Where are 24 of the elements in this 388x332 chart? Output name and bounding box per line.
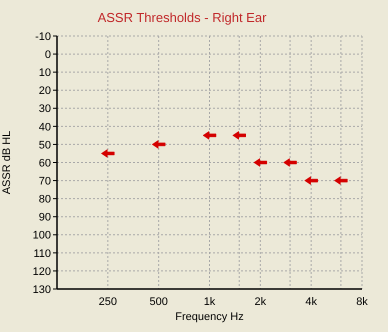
x-axis-title: Frequency Hz bbox=[175, 311, 244, 323]
y-tick-label: 0 bbox=[44, 48, 51, 61]
y-axis-title: ASSR dB HL bbox=[0, 130, 13, 194]
y-tick-label: 70 bbox=[38, 175, 51, 188]
y-tick-label: 120 bbox=[32, 266, 51, 278]
y-tick-label: 60 bbox=[38, 157, 51, 170]
y-tick-label: 40 bbox=[38, 121, 51, 134]
y-tick-label: 80 bbox=[38, 194, 51, 206]
y-tick-label: 20 bbox=[38, 85, 51, 98]
x-tick-label: 1k bbox=[204, 296, 216, 308]
x-tick-label: 2k bbox=[254, 296, 267, 308]
y-tick-label: 130 bbox=[32, 284, 51, 296]
x-tick-label: 500 bbox=[149, 296, 168, 308]
y-tick-label: 10 bbox=[38, 67, 51, 80]
y-tick-label: 90 bbox=[38, 212, 51, 224]
y-tick-label: 110 bbox=[33, 248, 51, 260]
x-tick-label: 4k bbox=[305, 296, 318, 308]
y-tick-label: 100 bbox=[32, 230, 51, 242]
x-tick-label: 8k bbox=[356, 296, 368, 308]
chart-title: ASSR Thresholds - Right Ear bbox=[96, 10, 268, 25]
x-tick-label: 250 bbox=[98, 296, 118, 308]
y-tick-label: 50 bbox=[38, 139, 51, 152]
y-tick-label: -10 bbox=[35, 30, 51, 43]
y-tick-label: 30 bbox=[38, 103, 51, 116]
